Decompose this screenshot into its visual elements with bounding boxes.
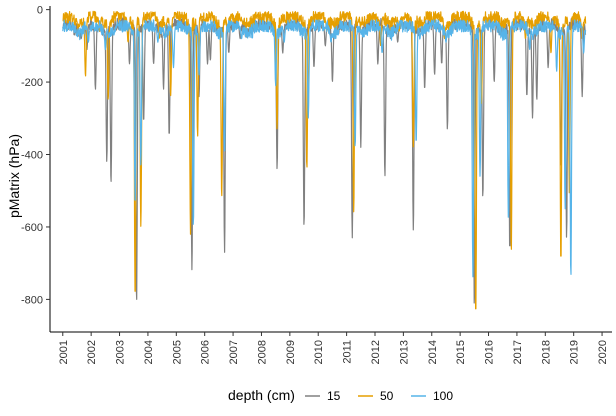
x-tick-label: 2020: [597, 340, 609, 364]
x-tick-label: 2008: [256, 340, 268, 364]
legend-label-100: 100: [433, 389, 453, 403]
x-tick-label: 2012: [370, 340, 382, 364]
legend-label-50: 50: [380, 389, 394, 403]
series-line-100: [62, 19, 587, 278]
y-tick-label: -200: [21, 77, 43, 89]
x-tick-label: 2002: [86, 340, 98, 364]
legend: depth (cm) 15 50 100: [228, 387, 453, 403]
x-tick-label: 2014: [427, 340, 439, 364]
y-tick-label: -600: [21, 222, 43, 234]
axes: 0 -200 -400 -600 -800 2001 2002 2003 2004 2005 200…: [21, 5, 612, 364]
x-tick-label: 2007: [228, 340, 240, 364]
x-tick-label: 2018: [540, 340, 552, 364]
x-tick-label: 2013: [398, 340, 410, 364]
plot-lines: [62, 10, 587, 310]
x-tick-label: 2011: [342, 340, 354, 364]
x-tick-label: 2001: [58, 340, 70, 364]
x-tick-label: 2019: [569, 340, 581, 364]
x-tick-label: 2006: [200, 340, 212, 364]
y-tick-label: -800: [21, 294, 43, 306]
x-tick-label: 2004: [143, 340, 155, 364]
legend-title: depth (cm): [228, 387, 295, 403]
x-tick-label: 2016: [484, 340, 496, 364]
y-axis-title: pMatrix (hPa): [6, 134, 22, 218]
x-tick-label: 2017: [512, 340, 524, 364]
x-tick-label: 2005: [171, 340, 183, 364]
y-tick-label: 0: [37, 5, 43, 17]
x-tick-label: 2003: [115, 340, 127, 364]
y-tick-label: -400: [21, 150, 43, 162]
legend-label-15: 15: [327, 389, 341, 403]
x-tick-label: 2009: [285, 340, 297, 364]
x-tick-label: 2010: [313, 340, 325, 364]
x-tick-label: 2015: [455, 340, 467, 364]
